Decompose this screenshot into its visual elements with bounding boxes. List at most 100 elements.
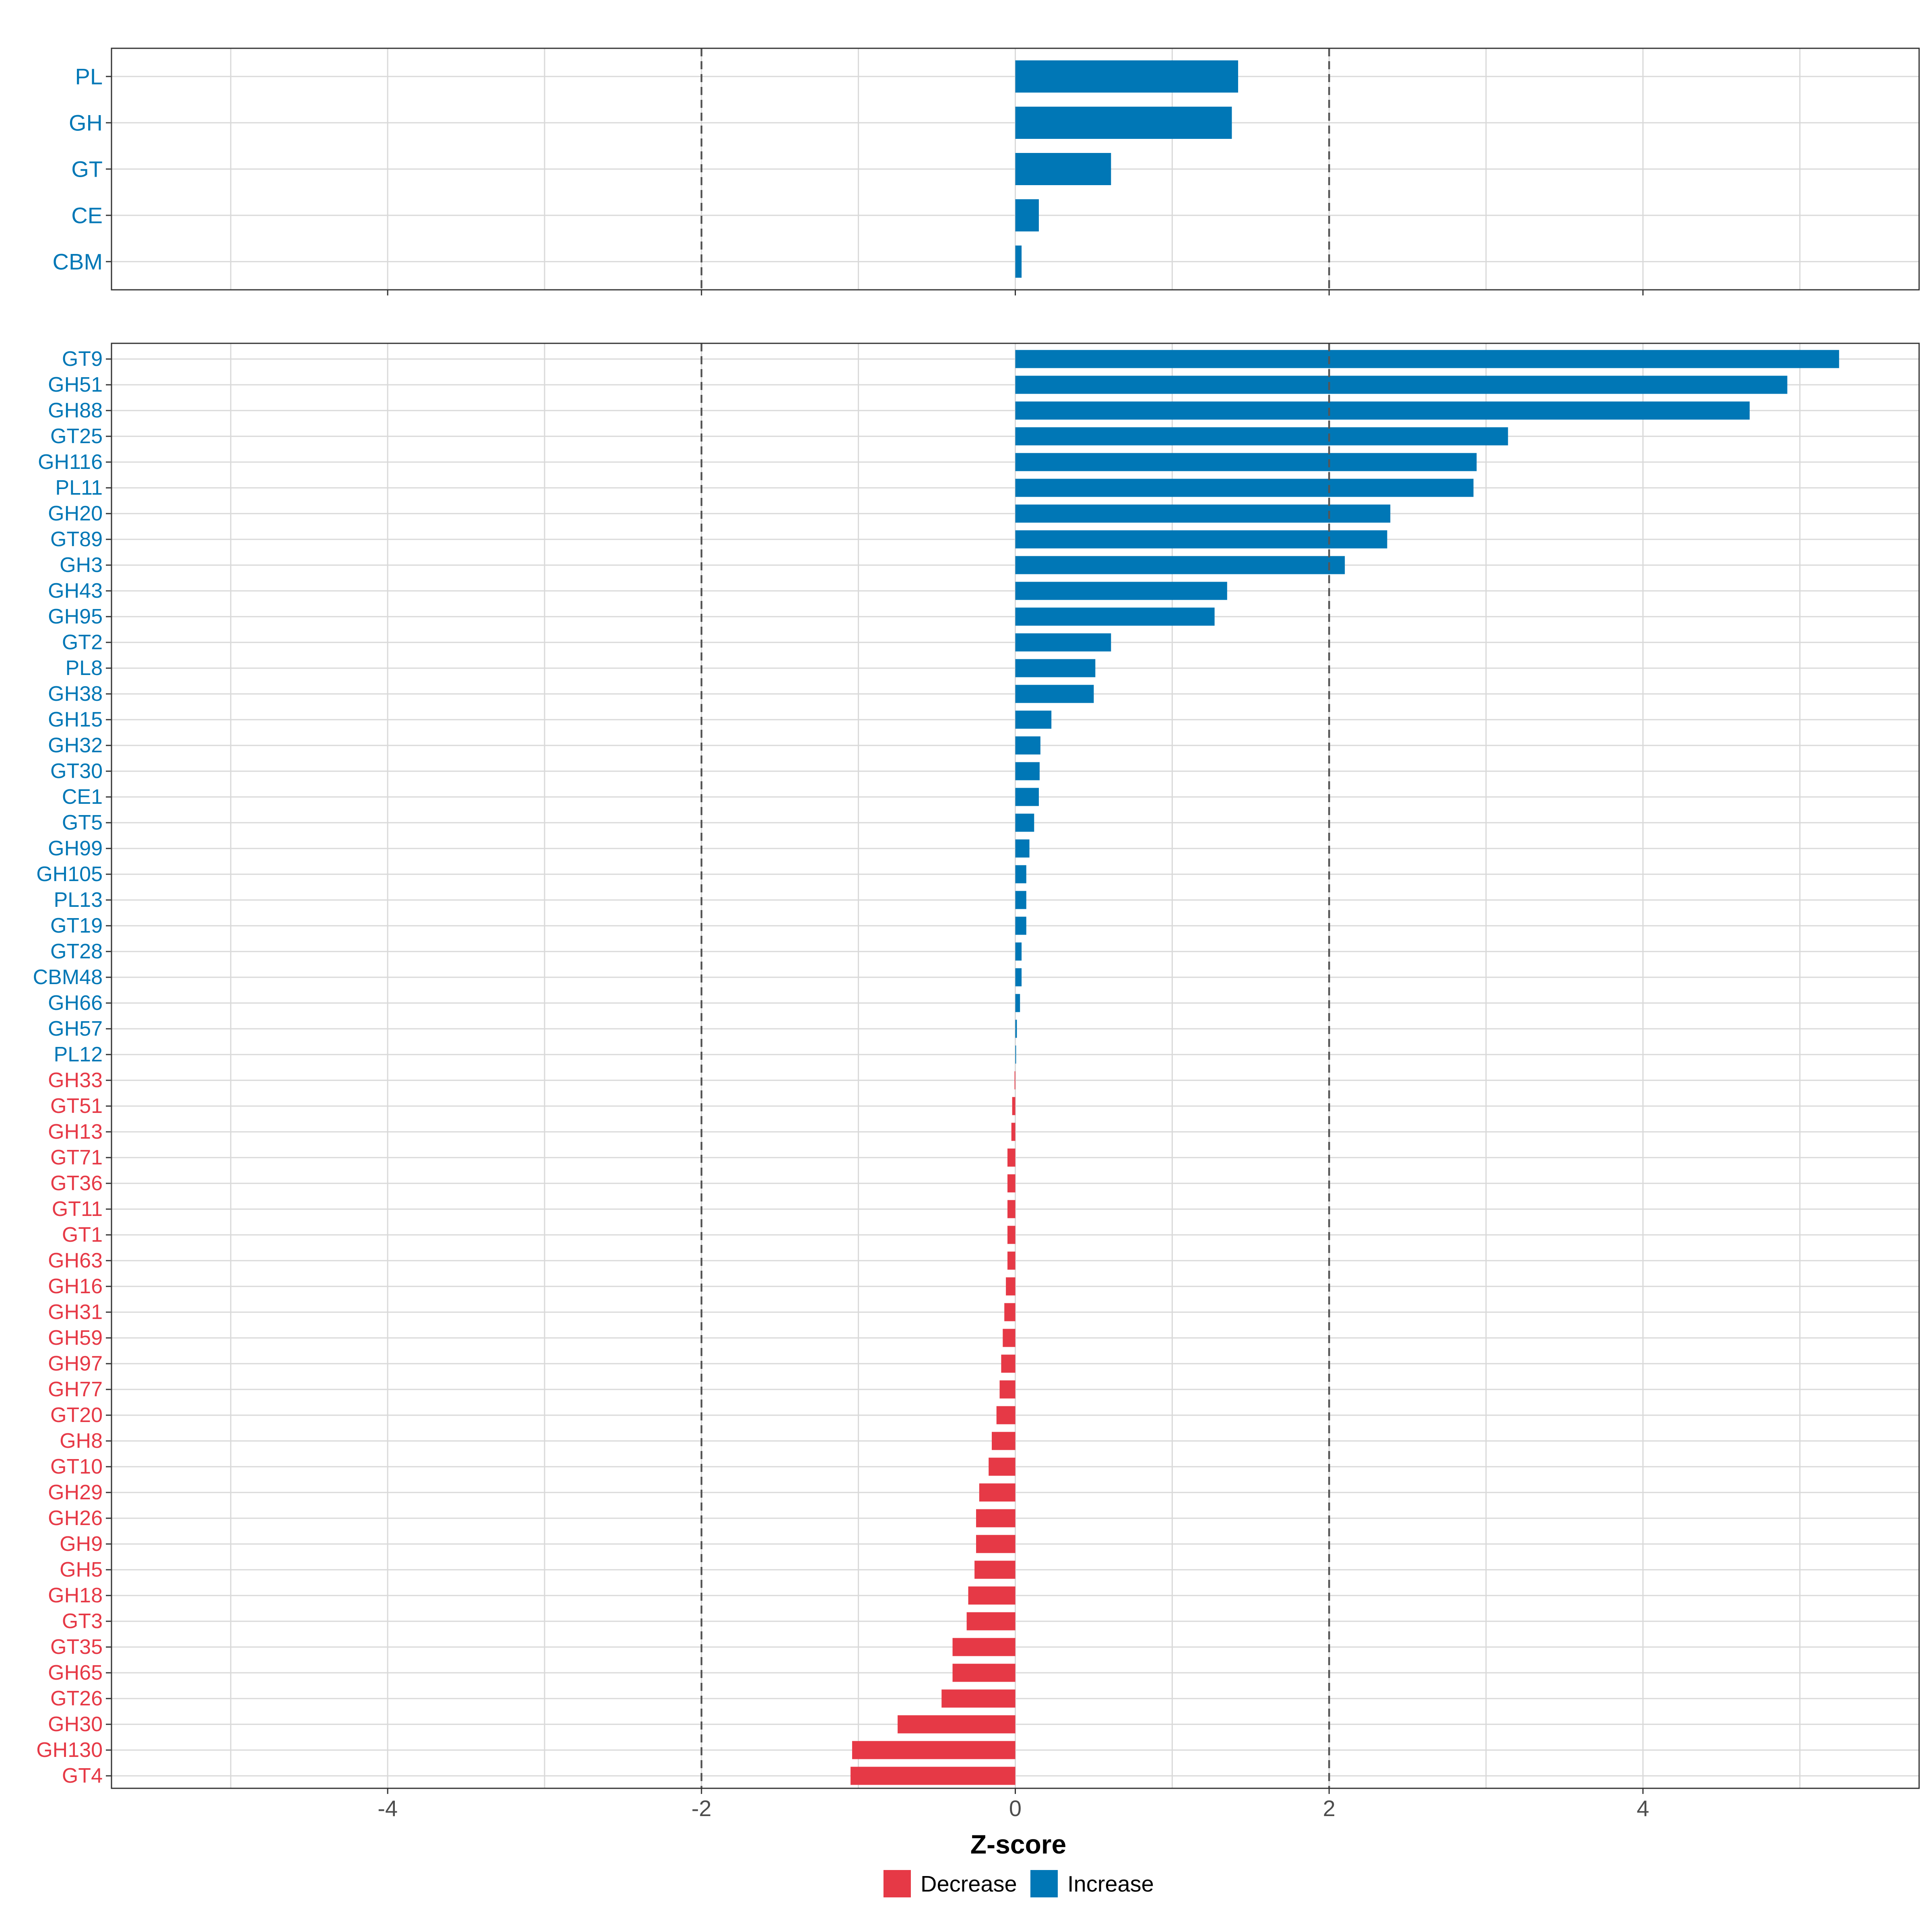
y-tick-label-GT11: GT11 — [52, 1197, 103, 1221]
bar-GT26 — [941, 1689, 1016, 1708]
y-tick-label-CBM: CBM — [53, 249, 103, 275]
y-tick-label-GH3: GH3 — [60, 553, 103, 577]
bar-GH95 — [1015, 607, 1215, 626]
bar-GH5 — [974, 1560, 1016, 1579]
bar-GT4 — [850, 1767, 1016, 1785]
bar-GT19 — [1015, 916, 1026, 935]
y-tick-label-GH95: GH95 — [48, 605, 103, 628]
legend-key-decrease — [883, 1870, 911, 1897]
bar-GT30 — [1015, 762, 1040, 780]
top-panel: PL GH GT CE CBM — [53, 47, 1920, 295]
x-tick-label: -2 — [691, 1796, 712, 1821]
x-axis: -4 -2 0 2 4 — [378, 1796, 1649, 1821]
y-tick-label-GH20: GH20 — [48, 502, 103, 525]
bar-PL — [1015, 60, 1238, 93]
y-tick-label-GT1: GT1 — [62, 1223, 103, 1247]
x-tick-label: 0 — [1009, 1796, 1022, 1821]
bar-GH32 — [1015, 736, 1040, 755]
bar-GH66 — [1015, 994, 1020, 1012]
y-tick-label-GH: GH — [69, 110, 103, 136]
bar-GH33 — [1014, 1071, 1016, 1090]
y-tick-label-GH99: GH99 — [48, 837, 103, 860]
y-tick-label-GT51: GT51 — [50, 1094, 103, 1118]
bar-GH29 — [979, 1483, 1016, 1502]
y-tick-label-GT5: GT5 — [62, 811, 103, 834]
y-tick-label-PL8: PL8 — [65, 656, 103, 680]
bar-GT28 — [1015, 942, 1022, 961]
y-tick-label-GT2: GT2 — [62, 631, 103, 654]
bar-GH16 — [1006, 1277, 1016, 1296]
bar-GT25 — [1015, 427, 1508, 446]
bar-GT20 — [996, 1406, 1016, 1424]
bar-GT10 — [989, 1457, 1016, 1476]
y-tick-label-GH33: GH33 — [48, 1069, 103, 1092]
y-tick-label-PL11: PL11 — [55, 476, 103, 500]
y-tick-label-GT3: GT3 — [62, 1610, 103, 1633]
bar-GT3 — [966, 1612, 1016, 1631]
bar-GH63 — [1007, 1251, 1016, 1270]
y-tick-label-GT: GT — [71, 157, 103, 182]
y-tick-label-GH38: GH38 — [48, 682, 103, 706]
y-tick-label-GH16: GH16 — [48, 1275, 103, 1298]
y-tick-label-GH18: GH18 — [48, 1584, 103, 1607]
x-tick-label: 2 — [1323, 1796, 1335, 1821]
y-tick-label-GH13: GH13 — [48, 1120, 103, 1144]
bar-GH77 — [999, 1380, 1016, 1399]
y-tick-label-GH26: GH26 — [48, 1507, 103, 1530]
y-tick-label-GH105: GH105 — [36, 863, 103, 886]
y-tick-label-PL12: PL12 — [54, 1043, 103, 1066]
y-tick-label-GT9: GT9 — [62, 347, 103, 371]
y-tick-label-GH59: GH59 — [48, 1326, 103, 1350]
bar-CBM — [1015, 246, 1022, 278]
bar-GT71 — [1007, 1148, 1016, 1167]
y-tick-label-GH31: GH31 — [48, 1300, 103, 1324]
legend: Decrease Increase — [883, 1870, 1154, 1897]
y-tick-label-GH51: GH51 — [48, 373, 103, 396]
y-tick-label-GT10: GT10 — [50, 1455, 103, 1478]
y-tick-label-GH5: GH5 — [60, 1558, 103, 1581]
y-tick-label-GH97: GH97 — [48, 1352, 103, 1375]
y-tick-label-GH43: GH43 — [48, 579, 103, 603]
bar-GT89 — [1015, 530, 1387, 549]
bar-GT35 — [952, 1638, 1016, 1656]
bar-GH65 — [952, 1664, 1016, 1682]
y-tick-label-GH77: GH77 — [48, 1378, 103, 1401]
bar-GH3 — [1015, 556, 1345, 574]
bottom-panel: GT9GH51GH88GT25GH116PL11GH20GT89GH3GH43G… — [33, 343, 1920, 1794]
bar-CBM48 — [1015, 968, 1022, 987]
bar-GH116 — [1015, 453, 1477, 471]
y-tick-label-CBM48: CBM48 — [33, 966, 103, 989]
bar-GT9 — [1015, 350, 1839, 368]
y-tick-label-GH57: GH57 — [48, 1017, 103, 1040]
bar-GH59 — [1003, 1329, 1016, 1347]
y-tick-label-GH15: GH15 — [48, 708, 103, 731]
y-tick-label-GH116: GH116 — [38, 450, 103, 474]
y-tick-label-GT19: GT19 — [50, 914, 103, 937]
legend-key-increase — [1030, 1870, 1058, 1897]
bar-GH57 — [1015, 1020, 1017, 1038]
y-tick-label-GT30: GT30 — [50, 760, 103, 783]
bar-GH15 — [1015, 710, 1052, 729]
y-tick-label-GH88: GH88 — [48, 399, 103, 422]
y-tick-label-GT20: GT20 — [50, 1404, 103, 1427]
bar-GH88 — [1015, 401, 1750, 420]
bar-GT5 — [1015, 813, 1034, 832]
bar-GT11 — [1007, 1200, 1016, 1218]
bar-GH51 — [1015, 376, 1788, 394]
y-tick-label-CE1: CE1 — [62, 785, 103, 809]
y-tick-label-GH66: GH66 — [48, 991, 103, 1015]
x-tick-label: 4 — [1637, 1796, 1649, 1821]
bar-GH18 — [968, 1586, 1016, 1605]
bar-GH43 — [1015, 582, 1227, 600]
bar-GT51 — [1012, 1097, 1016, 1115]
legend-label-decrease: Decrease — [921, 1871, 1017, 1897]
y-tick-label-GT28: GT28 — [50, 940, 103, 963]
bar-GT2 — [1015, 633, 1111, 652]
y-tick-label-PL: PL — [75, 64, 103, 89]
y-tick-label-GT35: GT35 — [50, 1635, 103, 1659]
bar-PL13 — [1015, 891, 1026, 909]
bar-PL8 — [1015, 659, 1096, 677]
y-tick-label-GH30: GH30 — [48, 1713, 103, 1736]
y-tick-label-PL13: PL13 — [54, 888, 103, 912]
